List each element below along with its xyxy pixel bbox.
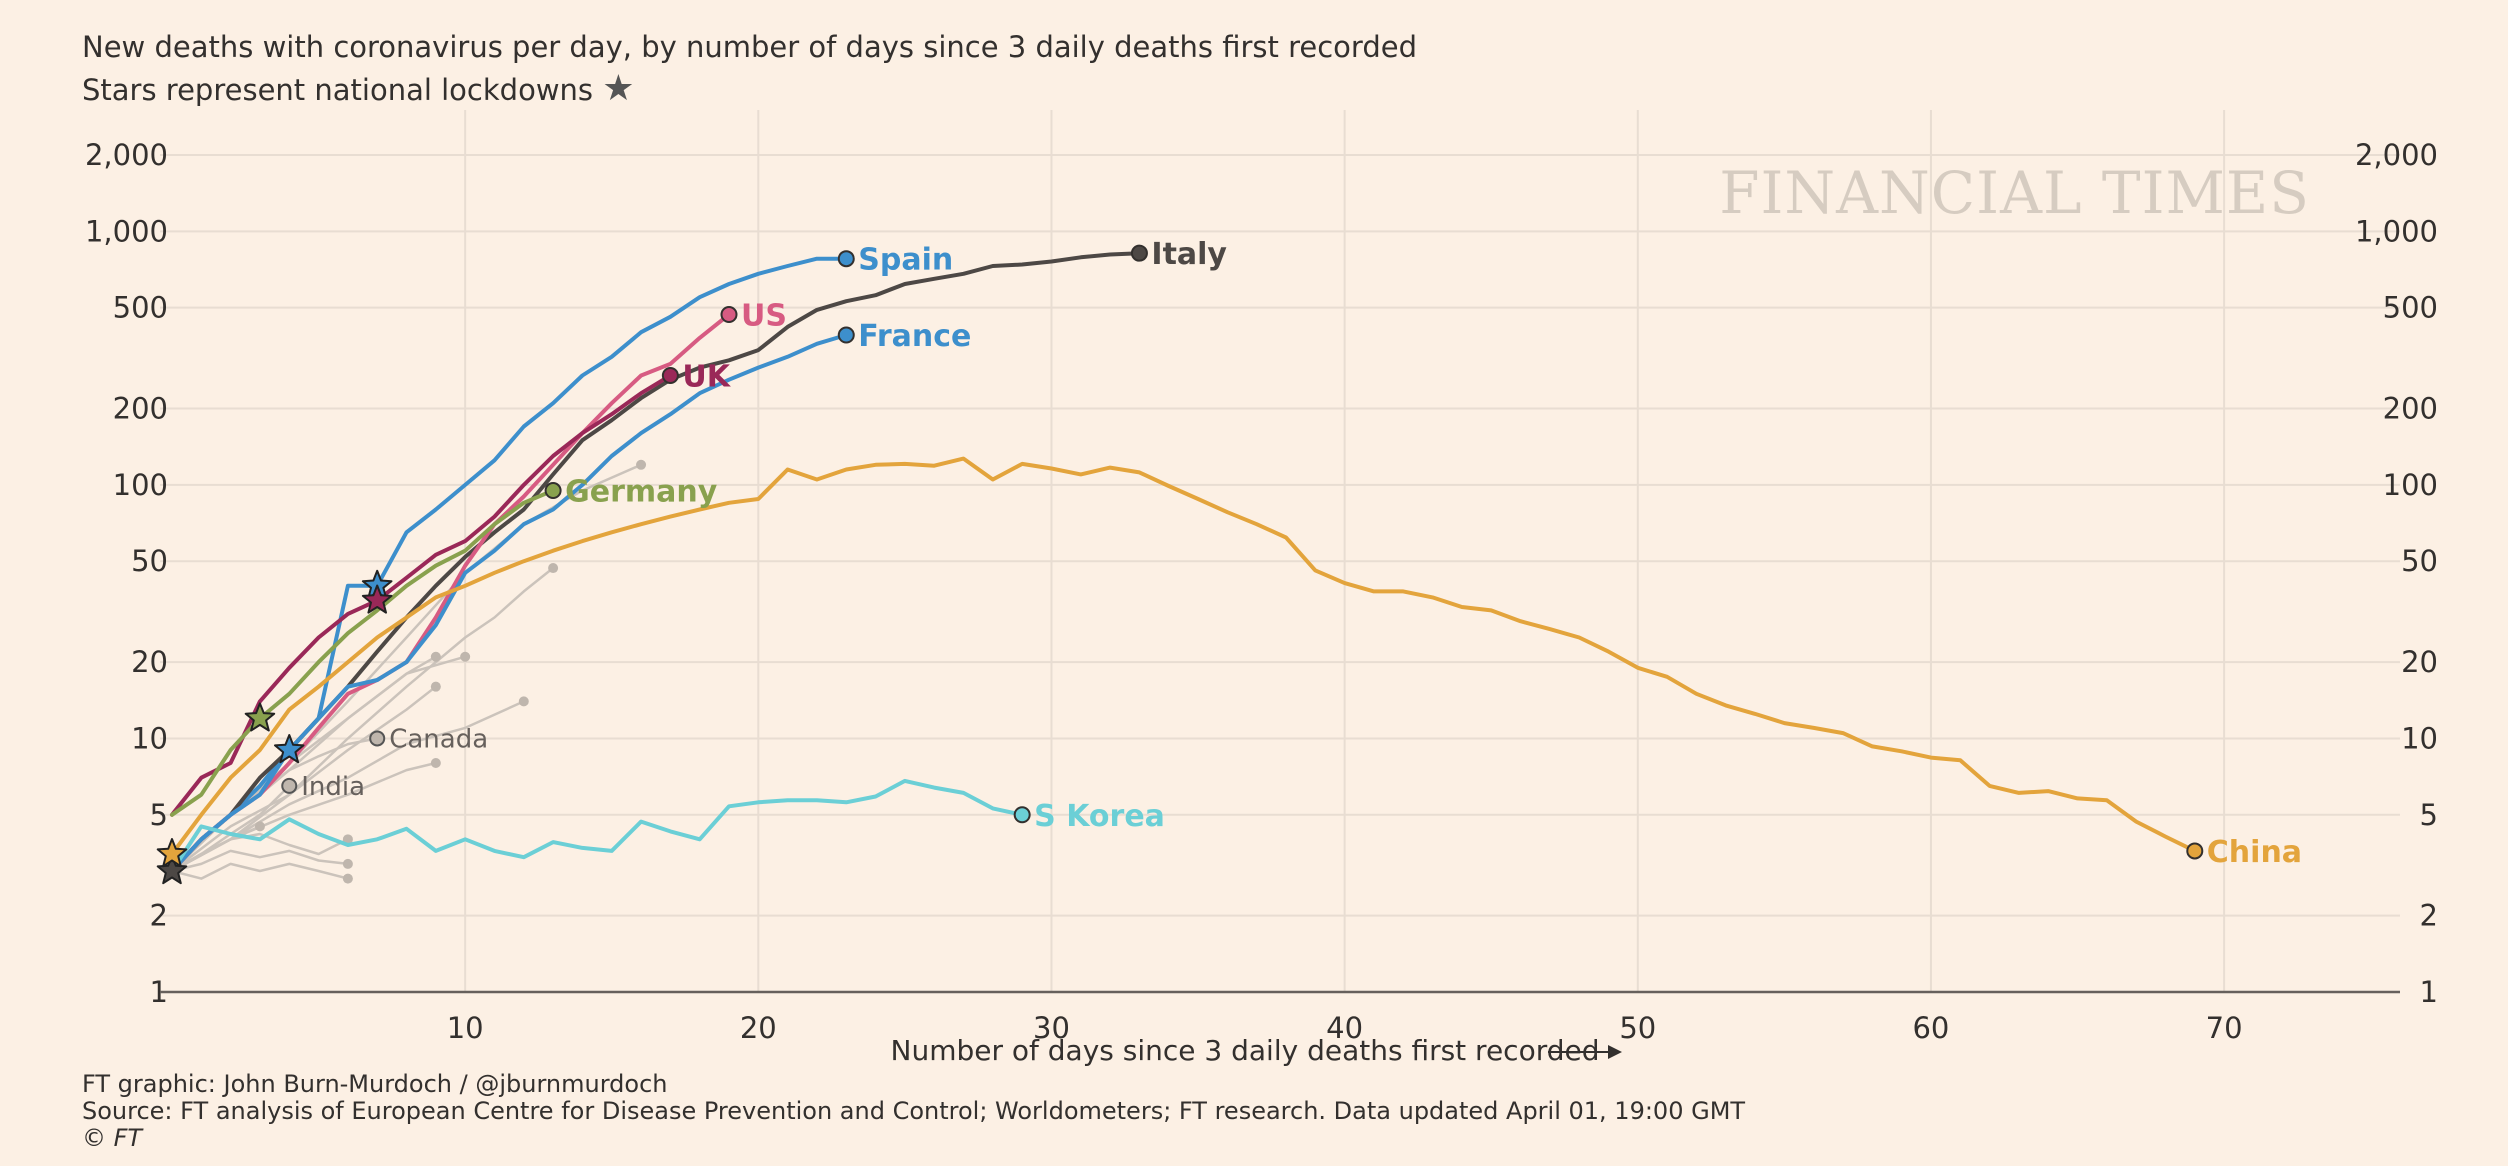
other-country-endpoint	[342, 834, 353, 845]
country-labels: Canada India Spain Italy US UK France Germany Ch…	[301, 237, 2302, 870]
x-tick-label: 60	[1912, 1011, 1949, 1045]
country-label-us: US	[741, 298, 787, 333]
other-country-line	[171, 849, 349, 873]
y-tick-label-right: 100	[2383, 468, 2438, 502]
y-tick-label-left: 500	[113, 291, 168, 325]
other-country-endpoint	[254, 821, 265, 832]
chart-subtitle: Stars represent national lockdowns	[82, 73, 594, 107]
country-label-uk: UK	[682, 360, 731, 395]
other-country-endpoint	[430, 681, 441, 692]
y-tick-label-left: 1,000	[85, 214, 168, 248]
endpoint-uk	[661, 367, 679, 385]
y-tick-label-right: 1	[2420, 975, 2438, 1009]
y-tick-label-left: 50	[131, 544, 168, 578]
endpoint-us	[720, 305, 738, 323]
lockdown-star-uk	[361, 584, 393, 614]
line-s-korea	[170, 778, 1025, 873]
footer-copyright: © FT	[82, 1124, 143, 1152]
highlighted-countries-lines	[170, 244, 2204, 873]
endpoint-france	[837, 326, 855, 344]
endpoint-germany	[544, 482, 562, 500]
line-germany	[170, 488, 556, 817]
other-country-endpoint	[548, 563, 559, 574]
country-label-india: India	[301, 772, 365, 802]
country-label-spain: Spain	[858, 243, 953, 278]
country-label-china: China	[2207, 835, 2302, 870]
endpoint-canada	[369, 730, 386, 747]
other-country-endpoint	[518, 696, 529, 707]
y-tick-label-left: 10	[131, 721, 168, 755]
lockdown-star-france	[274, 734, 305, 764]
y-tick-label-left: 2,000	[85, 138, 168, 172]
axes: 1 1 2 2 5 5 10 10 20 20 50 50 100 100 200 200 500 500 1,00…	[85, 138, 2438, 1045]
country-label-canada: Canada	[389, 724, 488, 754]
watermark: FINANCIAL TIMES	[1719, 159, 2310, 227]
y-tick-label-right: 20	[2401, 645, 2438, 679]
other-country-endpoint	[342, 858, 353, 869]
country-label-france: France	[858, 319, 971, 354]
y-tick-label-right: 50	[2401, 544, 2438, 578]
other-countries-lines	[171, 459, 647, 884]
footer-source: Source: FT analysis of European Centre f…	[82, 1097, 1746, 1125]
x-tick-label: 50	[1619, 1011, 1656, 1045]
star-icon: ★	[602, 68, 635, 109]
y-tick-label-left: 1	[150, 975, 168, 1009]
y-tick-label-left: 20	[131, 645, 168, 679]
footer-credit: FT graphic: John Burn-Murdoch / @jburnmu…	[82, 1070, 668, 1098]
y-tick-label-left: 100	[113, 468, 168, 502]
chart-title: New deaths with coronavirus per day, by …	[82, 30, 1417, 64]
country-label-germany: Germany	[565, 475, 718, 510]
country-label-italy: Italy	[1151, 237, 1227, 272]
lockdown-stars	[156, 569, 393, 885]
lockdown-star-germany	[244, 702, 276, 732]
other-country-line	[171, 463, 642, 872]
other-country-line	[171, 567, 554, 872]
other-country-endpoint	[636, 459, 647, 470]
other-country-endpoint	[460, 651, 471, 662]
endpoint-india	[281, 777, 298, 794]
endpoint-italy	[1130, 244, 1148, 262]
y-tick-label-right: 5	[2420, 798, 2438, 832]
y-tick-label-right: 2,000	[2355, 138, 2438, 172]
y-tick-label-right: 2	[2420, 899, 2438, 933]
line-china	[170, 456, 2197, 856]
other-country-endpoint	[430, 651, 441, 662]
y-tick-label-left: 200	[113, 392, 168, 426]
y-tick-label-right: 500	[2383, 291, 2438, 325]
country-label-s-korea: S Korea	[1034, 799, 1165, 834]
x-tick-label: 20	[740, 1011, 777, 1045]
x-tick-label: 10	[447, 1011, 484, 1045]
other-country-endpoint	[430, 758, 441, 769]
other-country-endpoint	[342, 873, 353, 884]
x-axis-arrow-icon	[1548, 1045, 1622, 1059]
lockdown-star-italy	[156, 855, 188, 885]
x-tick-label: 70	[2206, 1011, 2243, 1045]
y-tick-label-right: 200	[2383, 392, 2438, 426]
x-tick-label: 30	[1033, 1011, 1070, 1045]
y-tick-label-left: 5	[150, 798, 168, 832]
endpoint-s-korea	[1013, 806, 1031, 824]
y-tick-label-right: 1,000	[2355, 214, 2438, 248]
other-country-line	[171, 862, 349, 880]
x-tick-label: 40	[1326, 1011, 1363, 1045]
chart-subtitle-row: Stars represent national lockdowns ★	[82, 68, 635, 109]
lockdown-star-china	[156, 838, 188, 868]
x-axis-label: Number of days since 3 daily deaths firs…	[891, 1034, 1600, 1067]
y-tick-label-right: 10	[2401, 721, 2438, 755]
line-uk	[170, 373, 673, 817]
endpoint-china	[2186, 842, 2204, 860]
endpoint-spain	[837, 250, 855, 268]
y-tick-label-left: 2	[150, 899, 168, 933]
